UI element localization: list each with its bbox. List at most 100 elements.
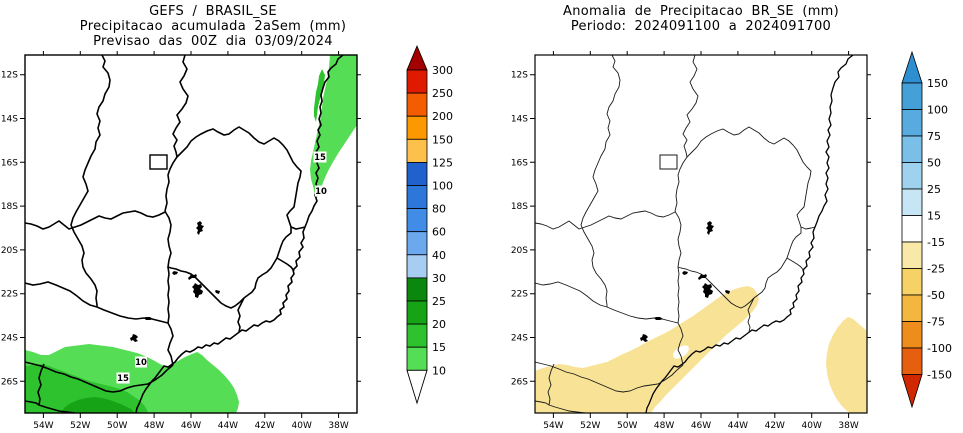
y-tick-label: 12S xyxy=(1,71,18,81)
state-border-mg-sp-river xyxy=(677,266,680,324)
state-border-espirito-santo xyxy=(786,226,816,272)
anomaly-band-hole xyxy=(673,345,689,359)
state-border-west xyxy=(580,55,621,307)
coastline xyxy=(645,55,854,413)
x-tick-label: 44W xyxy=(728,421,748,430)
state-border-parana-north xyxy=(535,361,684,393)
svg-text:30: 30 xyxy=(432,272,446,285)
y-tick-label: 12S xyxy=(511,71,528,81)
x-tick-label: 50W xyxy=(617,421,637,430)
x-axis-labels: 54W 52W 50W 48W 46W 44W 42W 40W 38W xyxy=(33,421,349,430)
state-border-parana-west xyxy=(37,363,76,413)
axis-ticks xyxy=(530,51,871,418)
state-border-mg-sp-river xyxy=(167,266,170,324)
y-tick-label: 14S xyxy=(511,115,528,125)
y-tick-label: 22S xyxy=(1,290,18,300)
y-axis-labels: 12S 14S 16S 18S 20S 22S 24S 26S xyxy=(1,71,18,388)
anomaly-region-band xyxy=(535,286,759,413)
svg-text:25: 25 xyxy=(927,183,941,196)
state-border-santa-catarina xyxy=(535,400,550,406)
svg-text:100: 100 xyxy=(432,180,453,193)
y-tick-label: 26S xyxy=(1,377,18,387)
svg-text:25: 25 xyxy=(432,295,446,308)
svg-text:-100: -100 xyxy=(927,342,952,355)
x-tick-label: 42W xyxy=(765,421,785,430)
state-border-goias-south xyxy=(535,210,676,230)
right-title-line-2: Periodo: 2024091100 a 2024091700 xyxy=(570,19,832,34)
x-tick-label: 38W xyxy=(328,421,348,430)
contour-label-15-southwest: 15 xyxy=(116,372,130,384)
state-border-rio-de-janeiro xyxy=(237,297,245,333)
state-border-santa-catarina xyxy=(25,400,40,406)
svg-text:15: 15 xyxy=(314,153,326,163)
svg-text:10: 10 xyxy=(315,187,327,197)
x-axis-labels: 54W 52W 50W 48W 46W 44W 42W 40W 38W xyxy=(543,421,859,430)
x-tick-label: 52W xyxy=(70,421,90,430)
anomaly-colorbar: 150 100 75 50 25 15 -15 -25 -50 -75 -100… xyxy=(901,50,952,409)
state-border-west xyxy=(70,55,111,307)
x-tick-label: 44W xyxy=(218,421,238,430)
state-border-minas-gerais xyxy=(674,126,812,309)
state-border-parana-west xyxy=(547,363,586,413)
colorbar-arrow-top xyxy=(901,50,923,84)
svg-text:80: 80 xyxy=(432,203,446,216)
left-title-line-1: GEFS / BRASIL_SE xyxy=(149,4,277,19)
svg-text:250: 250 xyxy=(432,87,453,100)
state-border-north-middle xyxy=(674,55,699,212)
y-tick-label: 14S xyxy=(1,115,18,125)
contour-label-10-coast: 10 xyxy=(315,185,327,197)
left-title-line-3: Previsao das 00Z dia 03/09/2024 xyxy=(93,34,333,49)
state-border-goias-south xyxy=(25,210,166,230)
x-tick-label: 46W xyxy=(691,421,711,430)
state-border-minas-gerais xyxy=(164,126,302,309)
distrito-federal-box xyxy=(149,154,168,170)
state-border-parana-north xyxy=(25,361,174,393)
colorbar-segments xyxy=(406,69,428,371)
svg-text:200: 200 xyxy=(432,110,453,123)
y-tick-label: 16S xyxy=(1,158,18,168)
svg-text:125: 125 xyxy=(432,156,453,169)
left-panel-title: GEFS / BRASIL_SE Precipitacao acumulada … xyxy=(30,4,396,49)
coastline xyxy=(135,55,344,413)
reservoir-lakes xyxy=(130,221,220,342)
left-title-line-2: Precipitacao acumulada 2aSem (mm) xyxy=(79,19,347,34)
y-tick-label: 20S xyxy=(511,246,528,256)
y-tick-label: 22S xyxy=(511,290,528,300)
svg-text:100: 100 xyxy=(927,104,948,117)
colorbar-segments xyxy=(901,82,923,375)
y-axis-labels: 12S 14S 16S 18S 20S 22S 24S 26S xyxy=(511,71,528,388)
x-tick-label: 54W xyxy=(543,421,563,430)
axis-ticks xyxy=(20,51,361,418)
x-tick-label: 38W xyxy=(838,421,858,430)
right-title-line-1: Anomalia de Precipitacao BR_SE (mm) xyxy=(563,4,839,19)
y-tick-label: 26S xyxy=(511,377,528,387)
svg-text:-150: -150 xyxy=(927,369,952,382)
right-panel-title: Anomalia de Precipitacao BR_SE (mm) Peri… xyxy=(527,4,875,34)
precip-region-coast-medium xyxy=(314,69,325,122)
y-tick-label: 24S xyxy=(1,334,18,344)
svg-text:10: 10 xyxy=(135,358,147,368)
svg-text:60: 60 xyxy=(432,226,446,239)
state-border-river xyxy=(25,281,174,366)
svg-text:15: 15 xyxy=(432,341,446,354)
svg-text:20: 20 xyxy=(432,318,446,331)
x-tick-label: 54W xyxy=(33,421,53,430)
state-border-rio-de-janeiro xyxy=(747,297,755,333)
contour-label-15-coast: 15 xyxy=(313,151,327,163)
colorbar-arrow-bottom xyxy=(406,369,428,405)
x-tick-label: 40W xyxy=(292,421,312,430)
svg-text:-15: -15 xyxy=(927,236,945,249)
svg-text:-75: -75 xyxy=(927,316,945,329)
svg-text:-50: -50 xyxy=(927,289,945,302)
precip-region-southwest-medium xyxy=(25,364,148,413)
reservoir-lakes xyxy=(640,221,730,342)
svg-text:-25: -25 xyxy=(927,263,945,276)
distrito-federal-box xyxy=(659,154,678,170)
x-tick-label: 42W xyxy=(255,421,275,430)
x-tick-label: 52W xyxy=(580,421,600,430)
svg-text:15: 15 xyxy=(927,210,941,223)
state-border-espirito-santo xyxy=(276,226,306,272)
anomaly-region-ocean-blob xyxy=(826,317,867,413)
contour-label-10-southwest: 10 xyxy=(135,356,147,368)
